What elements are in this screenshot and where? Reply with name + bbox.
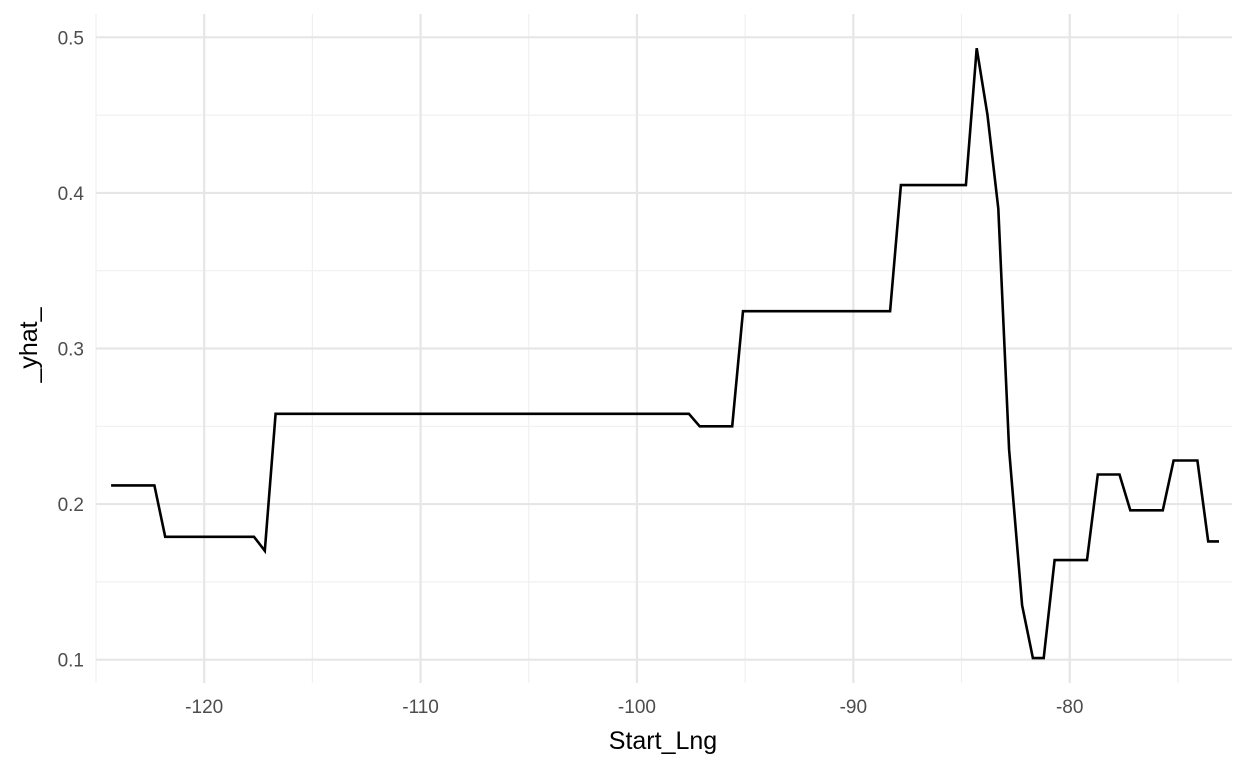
x-tick-label: -120 [185,697,223,718]
y-axis-title: _yhat_ [15,306,43,383]
y-tick-label: 0.4 [58,184,85,205]
series-layer [111,47,1219,660]
x-axis-title: Start_Lng [609,727,717,755]
grid-major [96,14,1232,683]
y-tick-label: 0.1 [58,651,84,672]
y-tick-label: 0.5 [58,28,84,49]
y-axis-ticks: 0.1 0.2 0.3 0.4 0.5 [58,28,85,671]
x-tick-label: -90 [840,697,867,718]
y-tick-label: 0.2 [58,495,84,516]
series-line [111,47,1219,660]
x-axis-ticks: -120 -110 -100 -90 -80 [185,697,1083,718]
x-tick-label: -110 [402,697,439,718]
x-tick-label: -100 [618,697,656,718]
y-tick-label: 0.3 [58,340,84,361]
x-tick-label: -80 [1056,697,1083,718]
